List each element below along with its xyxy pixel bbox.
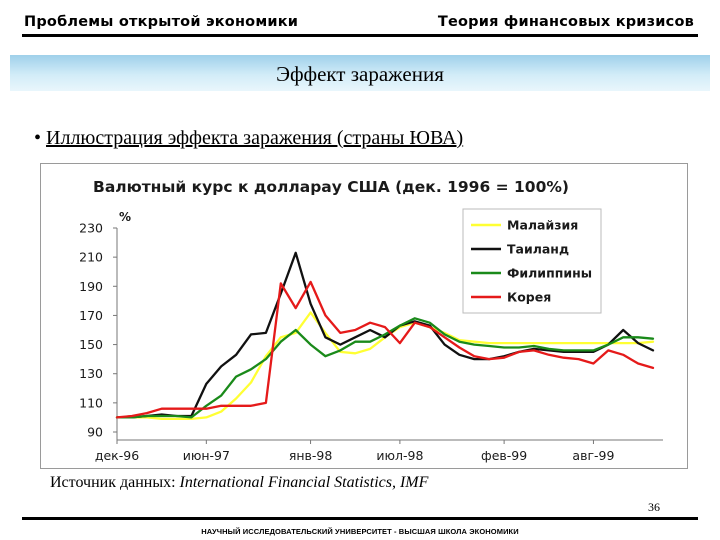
series-line-3 — [115, 280, 655, 419]
bullet-text: Иллюстрация эффекта заражения (страны ЮВ… — [46, 127, 464, 149]
chart-axes: 90 110 130 150 170 190 210 230 дек-96 июн-97 янв-9… — [79, 221, 663, 463]
y-tick-label: 90 — [87, 425, 103, 440]
x-tick-label: июл-98 — [376, 448, 423, 463]
source-prefix: Источник данных: — [50, 474, 180, 491]
series-line-1 — [115, 251, 655, 419]
footer-text: НАУЧНЫЙ ИССЛЕДОВАТЕЛЬСКИЙ УНИВЕРСИТЕТ - … — [201, 527, 519, 536]
source-name: International Financial Statistics, IMF — [179, 474, 429, 491]
y-tick-label: 210 — [79, 250, 103, 265]
y-tick-label: 130 — [79, 366, 103, 381]
bullet-item: • Иллюстрация эффекта заражения (страны … — [34, 127, 463, 150]
x-tick-label: июн-97 — [183, 448, 230, 463]
y-tick-label: 150 — [79, 337, 103, 352]
legend-label: Филиппины — [507, 266, 592, 281]
chart-svg: Валютный курс к доллараy США (дек. 1996 … — [79, 178, 663, 463]
exchange-rate-chart: Валютный курс к доллараy США (дек. 1996 … — [40, 163, 688, 469]
page-number: 36 — [648, 500, 660, 514]
series-lines — [115, 251, 655, 421]
slide-title: Эффект заражения — [276, 62, 444, 86]
header-left-title: Проблемы открытой экономики — [24, 14, 299, 30]
x-tick-label: янв-98 — [289, 448, 333, 463]
y-tick-label: 230 — [79, 221, 103, 236]
data-source: Источник данных: International Financial… — [50, 474, 428, 492]
x-tick-label: дек-96 — [95, 448, 139, 463]
legend-label: Таиланд — [507, 242, 569, 257]
chart-title: Валютный курс к доллараy США (дек. 1996 … — [93, 178, 569, 196]
y-tick-label: 190 — [79, 279, 103, 294]
series-line-2 — [115, 317, 655, 419]
header-right-title: Теория финансовых кризисов — [437, 14, 694, 30]
x-tick-label: авг-99 — [572, 448, 614, 463]
title-banner — [10, 55, 710, 91]
legend-box — [462, 208, 602, 314]
chart-legend: Малайзия Таиланд Филиппины Корея — [462, 208, 602, 314]
bullet-mark: • — [34, 127, 42, 149]
y-tick-label: 170 — [79, 308, 103, 323]
legend-label: Корея — [507, 290, 551, 305]
x-tick-label: фев-99 — [481, 448, 527, 463]
header-divider — [22, 34, 698, 37]
legend-label: Малайзия — [507, 218, 578, 233]
y-tick-label: 110 — [79, 395, 103, 410]
footer-divider — [22, 517, 698, 520]
y-axis-label: % — [119, 210, 131, 224]
